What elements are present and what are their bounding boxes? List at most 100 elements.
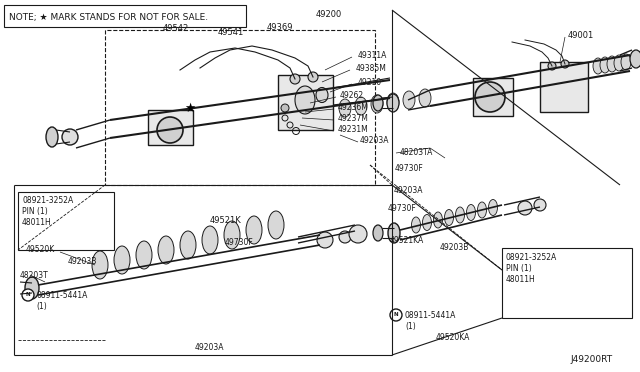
Text: 49203B: 49203B: [440, 244, 469, 253]
Bar: [18, 192, 114, 250]
Bar: [540, 62, 588, 112]
Text: (1): (1): [405, 321, 416, 330]
Text: 49520KA: 49520KA: [436, 334, 470, 343]
Circle shape: [518, 201, 532, 215]
Ellipse shape: [467, 205, 476, 221]
Ellipse shape: [630, 50, 640, 68]
Ellipse shape: [46, 127, 58, 147]
Text: 49236M: 49236M: [338, 103, 369, 112]
Circle shape: [390, 309, 402, 321]
Ellipse shape: [180, 231, 196, 259]
Text: J49200RT: J49200RT: [570, 356, 612, 365]
Text: 48203T: 48203T: [20, 272, 49, 280]
Circle shape: [548, 62, 556, 70]
Ellipse shape: [373, 225, 383, 241]
Text: 49311A: 49311A: [358, 51, 387, 60]
Ellipse shape: [419, 89, 431, 107]
Text: 08921-3252A: 08921-3252A: [22, 196, 73, 205]
Text: 08911-5441A: 08911-5441A: [405, 311, 456, 320]
Text: 49541: 49541: [218, 28, 244, 36]
Text: 08911-5441A: 08911-5441A: [36, 291, 88, 299]
Ellipse shape: [388, 223, 400, 243]
Circle shape: [22, 289, 34, 301]
Ellipse shape: [92, 251, 108, 279]
Text: 49262: 49262: [340, 90, 364, 99]
Ellipse shape: [339, 99, 351, 117]
Text: PIN (1): PIN (1): [506, 264, 532, 273]
Ellipse shape: [371, 95, 383, 113]
Ellipse shape: [445, 209, 454, 225]
Ellipse shape: [456, 207, 465, 223]
Bar: [148, 110, 193, 145]
Bar: [105, 30, 375, 185]
Text: NOTE; ★ MARK STANDS FOR NOT FOR SALE.: NOTE; ★ MARK STANDS FOR NOT FOR SALE.: [9, 13, 208, 22]
Ellipse shape: [268, 211, 284, 239]
Circle shape: [339, 231, 351, 243]
Text: 49001: 49001: [568, 31, 595, 39]
Circle shape: [62, 129, 78, 145]
Ellipse shape: [202, 226, 218, 254]
Text: 49542: 49542: [163, 23, 189, 32]
Bar: [278, 75, 333, 130]
Text: 49203A: 49203A: [360, 135, 390, 144]
Ellipse shape: [136, 241, 152, 269]
Text: 48011H: 48011H: [506, 276, 536, 285]
Circle shape: [308, 72, 318, 82]
Ellipse shape: [387, 93, 399, 111]
Ellipse shape: [593, 58, 603, 74]
Ellipse shape: [600, 57, 610, 73]
Text: 49203A: 49203A: [195, 343, 225, 353]
Text: 48203TA: 48203TA: [400, 148, 433, 157]
Circle shape: [157, 117, 183, 143]
Ellipse shape: [387, 94, 399, 112]
Bar: [473, 78, 513, 116]
Ellipse shape: [158, 236, 174, 264]
Bar: [502, 248, 632, 318]
Ellipse shape: [433, 212, 442, 228]
Ellipse shape: [295, 86, 315, 114]
Text: 49730F: 49730F: [388, 203, 417, 212]
Ellipse shape: [488, 199, 497, 215]
Ellipse shape: [403, 91, 415, 109]
Text: 49203B: 49203B: [68, 257, 97, 266]
Ellipse shape: [607, 56, 617, 72]
Text: ★: ★: [184, 102, 196, 115]
Circle shape: [534, 199, 546, 211]
Ellipse shape: [114, 246, 130, 274]
Text: 49200: 49200: [316, 10, 342, 19]
Ellipse shape: [412, 217, 420, 233]
Circle shape: [561, 60, 569, 68]
Text: 49521K: 49521K: [210, 215, 242, 224]
Circle shape: [317, 232, 333, 248]
Ellipse shape: [246, 216, 262, 244]
Text: 08921-3252A: 08921-3252A: [506, 253, 557, 263]
Text: N: N: [26, 292, 30, 298]
Ellipse shape: [614, 55, 624, 71]
Circle shape: [349, 225, 367, 243]
Text: 49385M: 49385M: [356, 64, 387, 73]
Circle shape: [290, 74, 300, 84]
Text: 49369: 49369: [267, 22, 294, 32]
Text: 49730F: 49730F: [225, 237, 253, 247]
Circle shape: [475, 82, 505, 112]
Text: 49730F: 49730F: [395, 164, 424, 173]
Ellipse shape: [477, 202, 486, 218]
Text: 48011H: 48011H: [22, 218, 52, 227]
Text: N: N: [394, 312, 398, 317]
Text: 49203A: 49203A: [394, 186, 424, 195]
Ellipse shape: [224, 221, 240, 249]
Text: (1): (1): [36, 301, 47, 311]
Ellipse shape: [355, 97, 367, 115]
Text: 49231M: 49231M: [338, 125, 369, 134]
Ellipse shape: [316, 87, 328, 103]
Ellipse shape: [422, 215, 431, 231]
Text: 49520K: 49520K: [26, 246, 55, 254]
Bar: [4, 5, 246, 27]
Circle shape: [281, 104, 289, 112]
Text: 49210: 49210: [358, 77, 382, 87]
Ellipse shape: [373, 95, 383, 111]
Text: 49521KA: 49521KA: [390, 235, 424, 244]
Text: 49237M: 49237M: [338, 113, 369, 122]
Ellipse shape: [25, 277, 39, 299]
Text: PIN (1): PIN (1): [22, 206, 48, 215]
